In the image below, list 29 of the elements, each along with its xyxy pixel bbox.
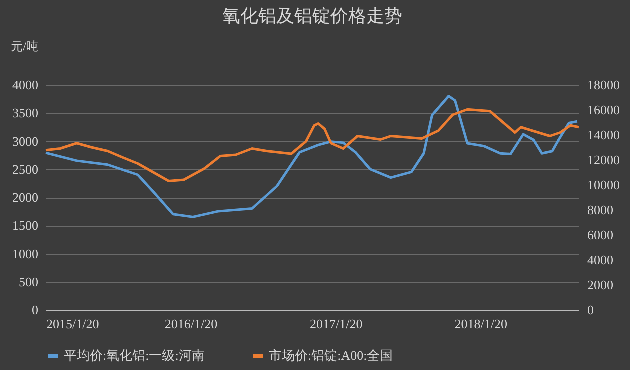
y-tick-label: 1000	[12, 246, 38, 262]
y-tick-label: 500	[19, 274, 38, 290]
y-axis-title: 元/吨	[11, 40, 38, 54]
y2-tick-label: 18000	[588, 78, 620, 92]
y2-tick-label: 2000	[588, 278, 614, 292]
x-tick-label: 2017/1/20	[310, 316, 363, 332]
y2-tick-label: 0	[588, 302, 594, 318]
x-tick-label: 2015/1/20	[46, 316, 100, 332]
y2-tick-label: 4000	[588, 252, 614, 268]
y2-tick-label: 6000	[588, 228, 614, 242]
y2-tick-label: 10000	[588, 178, 620, 192]
y-tick-label: 1500	[12, 218, 38, 234]
y2-tick-label: 16000	[588, 102, 620, 118]
y-tick-label: 2000	[12, 190, 38, 205]
line-series	[44, 95, 579, 218]
y-tick-label: 2500	[12, 162, 38, 177]
legend-label: 平均价:氧化铝:一级:河南	[64, 348, 205, 363]
chart-title: 氧化铝及铝锭价格走势	[222, 6, 402, 26]
y-tick-label: 4000	[12, 78, 38, 92]
x-tick-label: 2016/1/20	[164, 316, 218, 332]
y2-tick-label: 8000	[588, 202, 614, 218]
y2-tick-label: 12000	[588, 152, 620, 168]
y2-tick-label: 14000	[588, 128, 620, 142]
x-tick-label: 2018/1/20	[454, 316, 508, 332]
y-tick-label: 0	[32, 302, 38, 318]
y-tick-label: 3000	[12, 134, 38, 149]
legend-label: 市场价:铝锭:A00:全国	[269, 348, 394, 363]
y-tick-label: 3500	[12, 106, 38, 121]
line-series	[44, 108, 580, 182]
